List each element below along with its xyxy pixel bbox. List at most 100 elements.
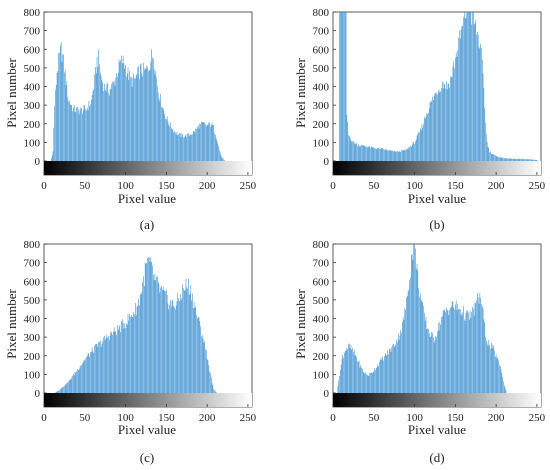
histogram-bar (69, 104, 71, 161)
histogram-bar (148, 257, 150, 393)
histogram-bar (353, 141, 354, 161)
histogram-bar (502, 157, 503, 161)
histogram-bar (370, 373, 371, 393)
histogram-bar (362, 144, 364, 161)
histogram-bar (79, 110, 81, 161)
histogram-bar (133, 312, 135, 393)
histogram-bar (82, 113, 83, 161)
histogram-bar (94, 345, 95, 393)
histogram-bar (362, 368, 363, 393)
histogram-bar (401, 332, 402, 393)
histogram-bar (157, 92, 159, 161)
histogram-bar (488, 147, 490, 161)
histogram-bar (210, 377, 212, 393)
histogram-bar (341, 12, 343, 161)
histogram-bar (369, 145, 370, 161)
histogram-bar (517, 158, 519, 161)
histogram-bar (64, 386, 65, 393)
histogram-bar (390, 351, 392, 393)
histogram-bar (350, 140, 352, 161)
histogram-bar (80, 107, 81, 161)
histogram-bar (373, 371, 375, 393)
histogram-bar (393, 346, 395, 393)
histogram-bar (357, 144, 359, 161)
x-tick-label: 250 (529, 180, 546, 192)
histogram-bar (206, 359, 208, 393)
histogram-bar (210, 373, 211, 393)
histogram-bar (135, 75, 137, 161)
histogram-bar (414, 143, 415, 161)
histogram-bar (144, 286, 145, 393)
histogram-bar (122, 319, 123, 393)
histogram-bar (413, 141, 415, 161)
histogram-bar (490, 153, 492, 161)
histogram-bar (418, 288, 419, 393)
histogram-bar (61, 387, 63, 393)
histogram-bar (405, 150, 406, 161)
histogram-bar (490, 151, 491, 161)
histogram-bar (479, 48, 481, 161)
histogram-bar (483, 88, 485, 161)
histogram-bar (191, 300, 192, 393)
histogram-bar (402, 317, 404, 393)
histogram-bar (370, 147, 371, 161)
histogram-bar (52, 151, 54, 161)
histogram-bar (219, 152, 221, 161)
panel-b-x-axis-label: Pixel value (408, 191, 466, 206)
histogram-bar (103, 91, 104, 161)
histogram-bar (491, 348, 493, 393)
histogram-bar (222, 158, 223, 161)
histogram-bar (344, 12, 346, 161)
panel-c-x-ticks: 0 50 100 150 200 250 (41, 404, 257, 424)
y-tick-label: 500 (24, 63, 41, 75)
y-tick-label: 0 (35, 388, 41, 400)
histogram-bar (441, 87, 442, 161)
histogram-bar (120, 60, 121, 161)
histogram-bar (133, 73, 135, 161)
histogram-bar (106, 334, 108, 393)
histogram-bar (201, 335, 203, 393)
histogram-bar (464, 12, 465, 161)
y-tick-label: 700 (24, 258, 41, 270)
histogram-bar (488, 339, 490, 393)
histogram-bar (446, 307, 447, 393)
histogram-bar (80, 365, 81, 393)
histogram-bar (95, 344, 96, 393)
histogram-bar (132, 316, 134, 393)
histogram-bar (503, 158, 504, 161)
histogram-bar (139, 78, 140, 161)
histogram-bar (484, 108, 486, 161)
histogram-bar (499, 157, 500, 161)
histogram-bar (145, 263, 147, 393)
histogram-bar (67, 382, 68, 393)
histogram-bar (195, 128, 197, 161)
histogram-bar (144, 262, 146, 393)
histogram-bar (428, 112, 429, 161)
histogram-bar (125, 64, 126, 161)
histogram-bar (512, 158, 513, 161)
histogram-bar (521, 158, 523, 161)
histogram-bar (159, 100, 161, 161)
histogram-bar (100, 346, 102, 393)
histogram-bar (426, 329, 428, 393)
histogram-bar (412, 142, 414, 161)
histogram-bar (404, 308, 406, 393)
histogram-bar (532, 159, 534, 161)
histogram-bar (119, 62, 121, 161)
histogram-bar (344, 12, 345, 161)
histogram-bar (81, 364, 82, 393)
histogram-bar (380, 357, 382, 393)
histogram-bar (76, 107, 77, 161)
histogram-bar (498, 360, 499, 393)
histogram-bar (198, 128, 200, 161)
histogram-bar (188, 135, 190, 161)
histogram-bar (138, 299, 139, 393)
histogram-bar (193, 130, 195, 161)
histogram-bar (495, 155, 496, 161)
histogram-bar (106, 84, 108, 161)
histogram-bar (126, 323, 127, 393)
histogram-bar (468, 319, 470, 393)
histogram-bar (166, 294, 168, 393)
histogram-bar (414, 244, 415, 393)
histogram-bar (402, 322, 403, 393)
